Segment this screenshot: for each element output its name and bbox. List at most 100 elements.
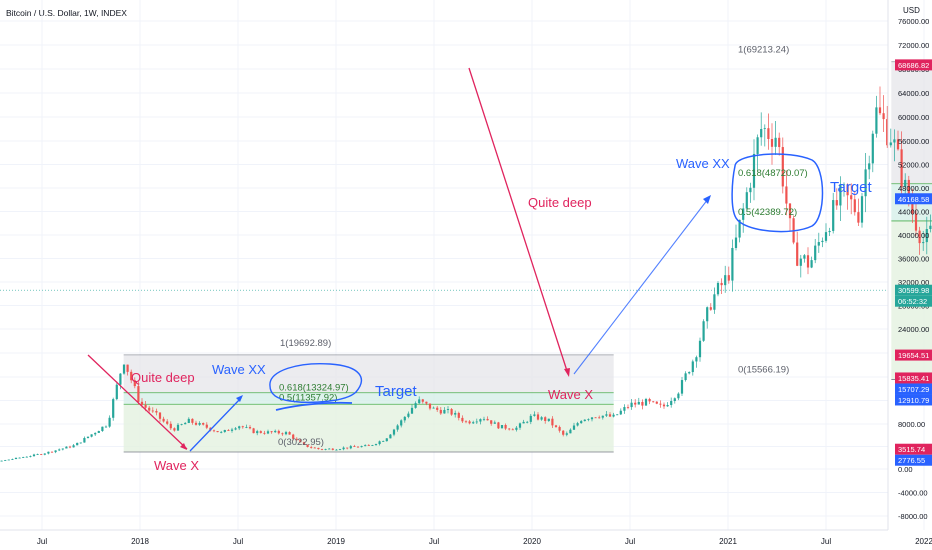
candle bbox=[493, 420, 496, 424]
candle-body bbox=[497, 422, 500, 429]
candle bbox=[43, 453, 46, 456]
candle bbox=[544, 416, 547, 424]
candle bbox=[688, 371, 691, 375]
candle-body bbox=[576, 423, 579, 426]
candle-body bbox=[94, 432, 97, 435]
candle-body bbox=[457, 412, 460, 418]
price-marker-label: 12910.79 bbox=[898, 396, 929, 405]
candle-body bbox=[720, 282, 723, 286]
candle-body bbox=[328, 448, 331, 450]
candle-body bbox=[911, 202, 914, 214]
candle bbox=[360, 445, 363, 448]
candle bbox=[230, 427, 234, 433]
candle-body bbox=[227, 429, 230, 431]
candle bbox=[317, 447, 320, 450]
candle-body bbox=[263, 432, 266, 434]
candle-body bbox=[544, 417, 547, 421]
candle bbox=[0, 460, 3, 462]
candle-body bbox=[655, 401, 658, 404]
candle-body bbox=[680, 380, 684, 394]
decline-arrow-line bbox=[87, 354, 188, 450]
candle-body bbox=[673, 398, 676, 402]
price-marker-label: 06:52:32 bbox=[898, 297, 927, 306]
candle-body bbox=[54, 450, 57, 453]
fib-label-0618: 0.618(48720.07) bbox=[738, 168, 808, 179]
candle-body bbox=[335, 449, 338, 451]
y-tick-label: -8000.00 bbox=[898, 512, 928, 521]
candle bbox=[166, 419, 169, 426]
candle-body bbox=[140, 401, 144, 405]
candle bbox=[716, 281, 720, 297]
candle bbox=[878, 86, 882, 116]
candle-body bbox=[666, 405, 669, 407]
candle-body bbox=[842, 184, 846, 186]
y-tick-label: 72000.00 bbox=[898, 41, 929, 50]
candle bbox=[785, 170, 788, 216]
candle bbox=[108, 415, 111, 428]
target-label: Target bbox=[830, 179, 873, 196]
candle-body bbox=[774, 137, 777, 147]
candle bbox=[680, 377, 684, 397]
candle-body bbox=[86, 436, 90, 439]
candle bbox=[137, 381, 140, 405]
candle-body bbox=[180, 424, 183, 426]
fib-mid-zone bbox=[123, 392, 614, 405]
candle-body bbox=[698, 340, 702, 358]
candle-body bbox=[533, 414, 536, 416]
candle-body bbox=[612, 414, 615, 417]
candle-body bbox=[310, 446, 313, 448]
candle-body bbox=[529, 415, 532, 422]
candle-body bbox=[90, 434, 93, 437]
candle bbox=[472, 420, 475, 425]
candle bbox=[702, 319, 705, 342]
candle bbox=[328, 448, 331, 450]
candle-body bbox=[403, 416, 406, 421]
candle-body bbox=[230, 429, 234, 431]
candle bbox=[40, 453, 43, 456]
candle-body bbox=[551, 418, 554, 426]
candle-body bbox=[378, 441, 381, 445]
candle bbox=[806, 247, 810, 275]
candle-body bbox=[756, 137, 759, 154]
candle-body bbox=[104, 426, 108, 428]
candle-body bbox=[702, 321, 705, 341]
candle-body bbox=[223, 429, 226, 432]
candle-body bbox=[839, 184, 842, 206]
candle-body bbox=[306, 444, 309, 447]
candle bbox=[68, 445, 72, 449]
candle-body bbox=[688, 372, 691, 374]
candle-body bbox=[234, 428, 237, 430]
candle bbox=[781, 137, 784, 194]
candle-body bbox=[112, 399, 115, 418]
candle-body bbox=[821, 240, 824, 243]
candle-body bbox=[601, 415, 604, 418]
candle-body bbox=[331, 448, 334, 450]
candle-body bbox=[392, 429, 396, 435]
candle bbox=[306, 444, 309, 448]
candle-body bbox=[857, 212, 860, 223]
candle-body bbox=[371, 445, 374, 446]
candle-body bbox=[572, 425, 576, 430]
candle bbox=[349, 444, 352, 450]
candle bbox=[148, 405, 151, 414]
candle bbox=[176, 423, 180, 431]
x-tick-label: Jul bbox=[821, 537, 831, 546]
x-tick-label: Jul bbox=[429, 537, 439, 546]
wave-x-label: Wave X bbox=[548, 387, 593, 402]
candle bbox=[238, 425, 241, 431]
candle bbox=[922, 230, 925, 251]
candle bbox=[814, 238, 817, 264]
candle bbox=[749, 182, 752, 203]
wave-xx-label: Wave XX bbox=[676, 156, 730, 171]
candle bbox=[425, 401, 428, 406]
candle-body bbox=[155, 410, 158, 413]
candle-body bbox=[439, 409, 442, 414]
candle bbox=[767, 113, 770, 150]
x-axis[interactable]: Jul2018Jul2019Jul2020Jul2021Jul2022Jul20… bbox=[0, 529, 932, 546]
candle bbox=[626, 404, 630, 410]
fib-label-1: 1(69213.24) bbox=[738, 45, 789, 56]
candle-body bbox=[205, 424, 208, 428]
candle-body bbox=[292, 434, 295, 439]
price-marker: 12910.79 bbox=[895, 394, 932, 406]
